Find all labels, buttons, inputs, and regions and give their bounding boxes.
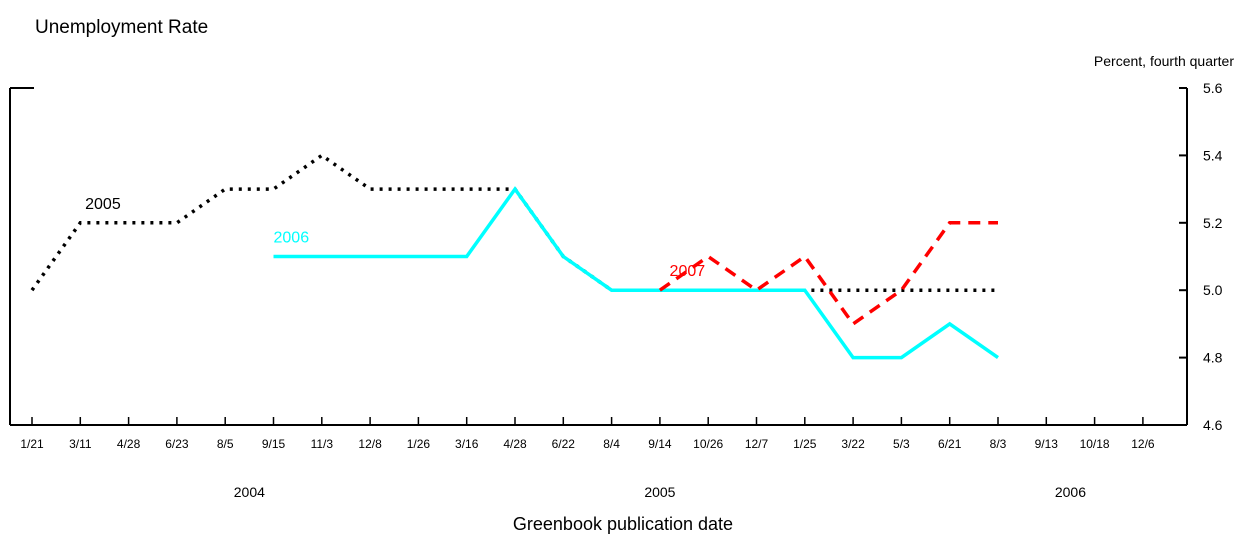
x-tick-label: 1/25	[793, 437, 817, 451]
y-axis-unit-label: Percent, fourth quarter	[1094, 53, 1234, 69]
x-tick-label: 3/16	[455, 437, 479, 451]
x-tick-label: 3/22	[841, 437, 865, 451]
x-tick-label: 11/3	[311, 437, 334, 451]
series-label-2006: 2006	[274, 230, 310, 247]
x-tick-label: 9/13	[1035, 437, 1059, 451]
y-tick-label: 4.6	[1203, 417, 1223, 433]
x-tick-label: 4/28	[503, 437, 527, 451]
x-tick-label: 3/11	[69, 437, 92, 451]
year-labels: 2004 2005 2006	[234, 484, 1086, 500]
x-tick-label: 12/8	[358, 437, 382, 451]
x-axis-ticks: 1/21 3/11 4/28 6/23 8/5 9/15 11/3 12/8 1/26 3/16 4…	[20, 417, 1155, 451]
series-label-2005: 2005	[85, 196, 121, 213]
y-tick-label: 5.4	[1203, 147, 1223, 163]
x-tick-label: 10/18	[1080, 437, 1110, 451]
x-tick-label: 8/5	[217, 437, 234, 451]
year-label: 2005	[644, 484, 675, 500]
series-line-2007	[658, 221, 998, 327]
y-tick-label: 5.2	[1203, 215, 1223, 231]
series-lines: 2005 2006 2007	[30, 153, 1000, 360]
x-tick-label: 4/28	[117, 437, 141, 451]
series-label-2007: 2007	[670, 263, 706, 280]
x-axis-title: Greenbook publication date	[513, 514, 733, 534]
series-line-2006	[273, 186, 1000, 360]
x-tick-label: 1/21	[20, 437, 44, 451]
year-label: 2004	[234, 484, 265, 500]
x-tick-label: 6/21	[938, 437, 962, 451]
y-tick-label: 5.6	[1203, 80, 1223, 96]
x-tick-label: 9/14	[648, 437, 672, 451]
x-tick-label: 6/22	[552, 437, 576, 451]
year-label: 2006	[1055, 484, 1086, 500]
x-tick-label: 9/15	[262, 437, 286, 451]
x-tick-label: 5/3	[893, 437, 910, 451]
x-tick-label: 10/26	[693, 437, 723, 451]
x-tick-label: 1/26	[407, 437, 431, 451]
y-tick-label: 4.8	[1203, 350, 1223, 366]
x-tick-label: 12/6	[1131, 437, 1155, 451]
series-line-2005	[30, 153, 998, 292]
chart-title: Unemployment Rate	[35, 17, 208, 38]
y-axis-ticks: 4.6 4.8 5.0 5.2 5.4 5.6	[1179, 80, 1223, 433]
y-tick-label: 5.0	[1203, 282, 1223, 298]
x-tick-label: 12/7	[745, 437, 769, 451]
x-tick-label: 8/4	[603, 437, 620, 451]
x-tick-label: 8/3	[990, 437, 1007, 451]
x-tick-label: 6/23	[165, 437, 189, 451]
